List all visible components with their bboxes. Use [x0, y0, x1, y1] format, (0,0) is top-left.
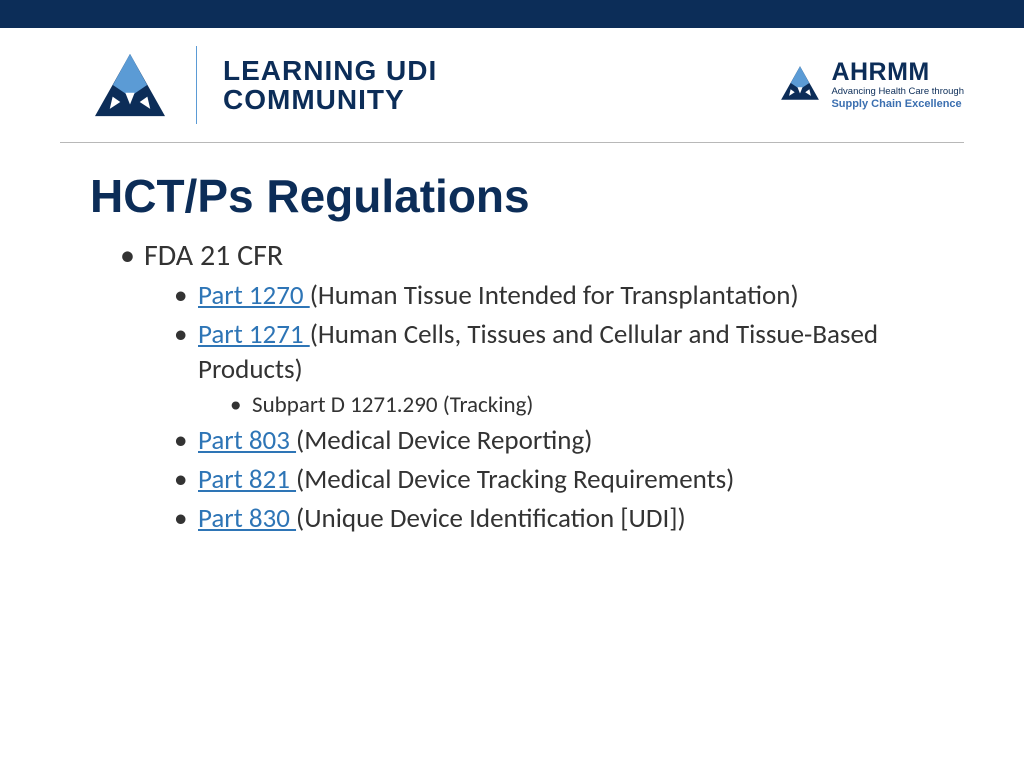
slide-title: HCT/Ps Regulations	[90, 169, 934, 223]
part-link[interactable]: Part 830	[198, 502, 296, 535]
part-link[interactable]: Part 821	[198, 463, 296, 496]
top-bar	[0, 0, 1024, 28]
ahrmm-title: AHRMM	[831, 60, 964, 85]
bullet-l2: Part 830 (Unique Device Identification […	[174, 501, 934, 536]
bullet-l2: Part 1271 (Human Cells, Tissues and Cell…	[174, 317, 934, 387]
part-desc: (Unique Device Identification [UDI])	[296, 502, 686, 535]
ahrmm-subtagline: Supply Chain Excellence	[831, 98, 964, 110]
ahrmm-tagline: Advancing Health Care through	[831, 87, 964, 97]
bullet-l1: FDA 21 CFR	[120, 237, 934, 274]
part-desc: (Medical Device Reporting)	[296, 424, 592, 457]
logo-text-line2: COMMUNITY	[223, 85, 437, 114]
logo-text-line1: LEARNING UDI	[223, 56, 437, 85]
bullet-l2: Part 821 (Medical Device Tracking Requir…	[174, 462, 934, 497]
logo-text: LEARNING UDI COMMUNITY	[223, 56, 437, 115]
right-logo-group: AHRMM Advancing Health Care through Supp…	[779, 60, 964, 110]
part-link[interactable]: Part 1270	[198, 279, 310, 312]
header: LEARNING UDI COMMUNITY AHRMM Advancing H…	[0, 28, 1024, 138]
bullet-list: FDA 21 CFR Part 1270 (Human Tissue Inten…	[90, 237, 934, 537]
ahrmm-text-block: AHRMM Advancing Health Care through Supp…	[831, 60, 964, 110]
left-logo-group: LEARNING UDI COMMUNITY	[90, 46, 437, 124]
part-link[interactable]: Part 1271	[198, 318, 310, 351]
slide-content: HCT/Ps Regulations FDA 21 CFR Part 1270 …	[0, 143, 1024, 537]
l3-text: Subpart D 1271.290 (Tracking)	[252, 391, 533, 419]
bullet-l3: Subpart D 1271.290 (Tracking)	[230, 391, 934, 419]
part-desc: (Medical Device Tracking Requirements)	[296, 463, 734, 496]
part-link[interactable]: Part 803	[198, 424, 296, 457]
ahrmm-logo-icon	[779, 64, 821, 102]
triangle-logo-icon	[90, 50, 170, 120]
bullet-l2: Part 803 (Medical Device Reporting)	[174, 423, 934, 458]
part-desc: (Human Tissue Intended for Transplantati…	[310, 279, 799, 312]
logo-divider	[196, 46, 197, 124]
bullet-l2: Part 1270 (Human Tissue Intended for Tra…	[174, 278, 934, 313]
l1-text: FDA 21 CFR	[144, 237, 283, 274]
